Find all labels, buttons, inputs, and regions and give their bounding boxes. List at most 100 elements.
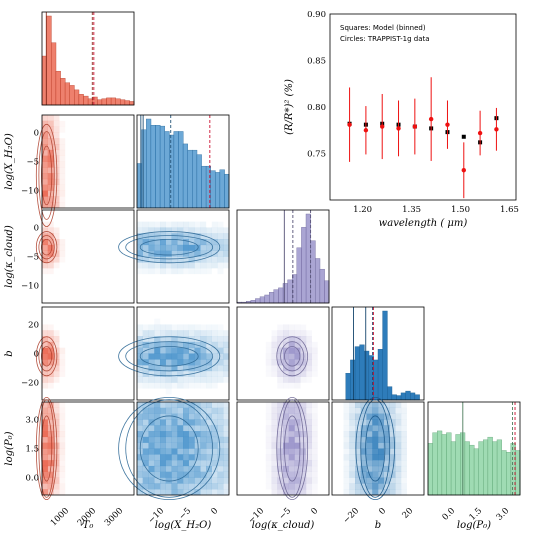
contour-line [284,346,301,367]
density-cell [311,353,318,360]
y-tick-label: 0 [34,223,39,233]
density-cell [165,483,172,490]
density-cell [154,244,161,251]
contour-line [118,336,221,377]
density-cell [211,382,218,389]
hist-bar [259,296,266,304]
density-cell [366,402,373,409]
density-cell [288,347,295,354]
density-cell [265,442,272,449]
density-cell [217,330,224,337]
density-cell [142,448,149,455]
density-cell [294,347,301,354]
hist-bar [219,169,225,209]
density-cell [211,359,218,366]
density-cell [160,448,166,455]
density-cell [59,454,66,461]
density-cell [194,365,201,372]
data-point [445,122,450,127]
density-cell [372,407,379,414]
density-cell [148,244,155,251]
density-cell [306,359,312,366]
density-cell [59,425,66,432]
hist-bar [315,258,321,304]
density-cell [194,227,201,234]
density-cell [177,365,184,372]
density-cell [200,431,207,438]
density-cell [288,382,295,389]
density-cell [395,413,402,420]
density-cell [366,477,373,484]
density-cell [42,454,48,461]
density-cell [142,477,149,484]
density-cell [389,413,396,420]
density-cell [200,465,207,472]
density-cell [47,448,54,455]
density-cell [217,407,224,414]
density-cell [217,336,224,343]
density-cell [188,454,195,461]
density-cell [311,436,318,443]
density-cell [53,483,60,490]
density-cell [277,341,284,348]
density-cell [206,262,212,269]
density-cell [360,465,367,472]
density-cell [142,402,149,409]
density-cell [47,178,54,185]
density-cell [165,250,172,257]
density-cell [378,483,384,490]
density-cell [160,336,166,343]
density-cell [188,402,195,409]
density-cell [47,382,54,389]
density-cell [148,353,155,360]
density-cell [306,448,312,455]
density-cell [217,471,224,478]
density-cell [200,268,207,275]
density-cell [355,425,361,432]
density-cell [59,173,66,180]
density-cell [288,460,295,467]
density-cell [59,431,66,438]
density-cell [177,256,184,263]
density-cell [183,425,189,432]
density-cell [277,324,284,331]
density-cell [401,431,407,438]
density-cell [154,419,161,426]
density-cell [349,419,356,426]
density-cell [160,359,166,366]
density-cell [211,365,218,372]
density-cell [211,477,218,484]
density-cell [53,173,60,180]
density-cell [372,477,379,484]
density-cell [177,489,184,496]
density-cell [300,419,307,426]
panel-frame [136,306,230,401]
density-cell [137,460,143,467]
density-cell [171,336,178,343]
density-cell [271,448,278,455]
density-cell [53,233,60,240]
density-cell [165,324,172,331]
density-cell [288,330,295,337]
hist-bar [292,274,298,304]
density-cell [366,407,373,414]
density-cell [211,336,218,343]
density-cell [47,402,54,409]
density-cell [171,442,178,449]
density-cell [59,419,66,426]
density-cell [42,120,48,127]
density-cell [137,370,143,377]
density-cell [294,431,301,438]
density-cell [42,330,48,337]
density-cell [165,436,172,443]
density-cell [148,256,155,263]
density-cell [137,425,143,432]
density-cell [366,465,373,472]
spectrum-x-tick: 1.20 [353,205,372,215]
density-cell [271,483,278,490]
density-cell [137,365,143,372]
hist-bar [278,287,284,304]
density-cell [343,436,350,443]
density-cell [372,460,379,467]
hist-bar [446,432,452,496]
